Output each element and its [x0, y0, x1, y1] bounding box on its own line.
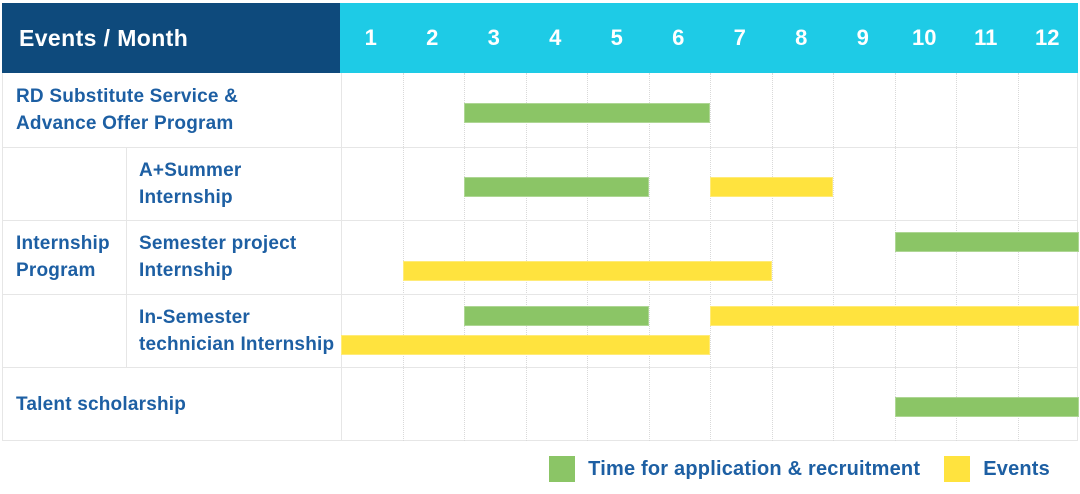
month-gridline — [464, 73, 465, 441]
row-label-a-plus-summer-internship: A+Summer Internship — [126, 147, 341, 220]
row-label-line: Internship — [139, 186, 233, 208]
month-gridline — [587, 73, 588, 441]
gantt-chart-area — [341, 73, 1079, 441]
month-header-10: 10 — [912, 25, 937, 50]
row-label-line: In-Semester — [139, 306, 250, 328]
month-header-7: 7 — [733, 25, 746, 50]
month-gridline — [956, 73, 957, 441]
bar-a-plus-summer-internship-event-m7-m8 — [710, 176, 833, 197]
month-header-6: 6 — [672, 25, 685, 50]
month-gridline — [771, 73, 773, 441]
row-label-line: Semester project — [139, 233, 297, 254]
month-header-5: 5 — [610, 25, 623, 50]
month-header-11: 11 — [974, 25, 998, 50]
bar-in-semester-technician-internship-recruitment-m3-m5 — [464, 305, 649, 326]
bar-a-plus-summer-internship-recruitment-m3-m5 — [464, 176, 649, 197]
gantt-body: RD Substitute Service & Advance Offer Pr… — [2, 73, 1079, 441]
month-header-1: 1 — [364, 25, 377, 50]
row-label-line: RD Substitute Service & — [16, 86, 239, 107]
legend-label-events: Events — [983, 457, 1050, 480]
month-header-9: 9 — [856, 25, 869, 50]
bar-talent-scholarship-recruitment-m10-m12 — [894, 397, 1079, 418]
month-gridline — [648, 73, 650, 441]
events-month-header-cell: Events / Month — [2, 3, 340, 73]
row-label-line: A+Summer — [139, 159, 242, 181]
row-label-line: Advance Offer Program — [16, 113, 234, 134]
row-label-line: Talent scholarship — [16, 393, 187, 415]
legend: Time for application & recruitment Event… — [549, 456, 1050, 482]
group-column-divider — [126, 147, 127, 367]
month-header-4: 4 — [549, 25, 562, 50]
legend-swatch-recruitment — [549, 456, 576, 482]
row-label-talent-scholarship: Talent scholarship — [3, 367, 341, 441]
month-header-8: 8 — [795, 25, 808, 50]
row-separator — [3, 293, 1077, 295]
legend-label-recruitment: Time for application & recruitment — [588, 457, 921, 480]
bar-in-semester-technician-internship-event-m1-m6 — [341, 334, 710, 355]
label-column-divider — [341, 73, 342, 441]
bar-in-semester-technician-internship-event-m7-m12 — [710, 305, 1079, 326]
row-separator — [3, 367, 1077, 369]
month-gridline — [1017, 73, 1019, 441]
row-separator — [3, 146, 1077, 148]
row-separator — [3, 220, 1077, 222]
month-header-row: 1 2 3 4 5 6 7 8 9 10 11 12 — [340, 3, 1078, 73]
group-label-internship-program: Internship Program — [3, 147, 126, 367]
row-label-in-semester-technician-internship: In-Semester technician Internship — [126, 294, 341, 367]
bar-semester-project-internship-event-m2-m7 — [402, 261, 772, 282]
month-gridline — [525, 73, 527, 441]
month-header-3: 3 — [487, 25, 500, 50]
row-label-line: technician Internship — [139, 333, 335, 355]
bar-rd-substitute-service-recruitment-m3-m6 — [464, 103, 710, 123]
row-label-line: Internship — [139, 260, 233, 281]
month-gridline — [833, 73, 834, 441]
gantt-chart: Events / Month 1 2 3 4 5 6 7 8 9 10 11 12 RD Substi… — [2, 3, 1079, 441]
group-label-line: Program — [16, 260, 96, 281]
month-gridline — [402, 73, 404, 441]
bar-semester-project-internship-recruitment-m10-m12 — [894, 232, 1079, 253]
events-month-title: Events / Month — [19, 24, 189, 51]
header-row: Events / Month 1 2 3 4 5 6 7 8 9 10 11 12 — [2, 3, 1078, 73]
legend-swatch-events — [944, 456, 971, 482]
row-label-rd-substitute-service: RD Substitute Service & Advance Offer Pr… — [3, 73, 341, 147]
month-header-2: 2 — [426, 25, 439, 50]
group-label-line: Internship — [16, 233, 110, 254]
month-header-12: 12 — [1035, 25, 1060, 50]
month-gridline — [710, 73, 711, 441]
month-gridline — [894, 73, 896, 441]
row-label-semester-project-internship: Semester project Internship — [126, 220, 341, 294]
